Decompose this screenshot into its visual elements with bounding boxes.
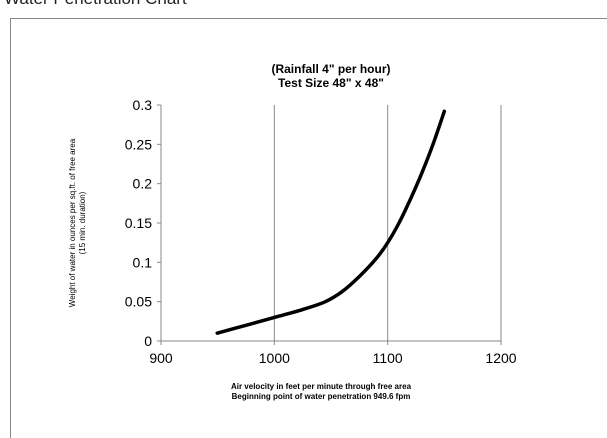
y-tick-label-3: 0.15 bbox=[125, 215, 152, 231]
x-axis-label-line-1: Air velocity in feet per minute through … bbox=[231, 382, 412, 391]
chart-frame: 0 0.05 0.1 0.15 0.2 0.25 0.3 900 1000 1100 1200 (Ra… bbox=[10, 18, 607, 438]
page-title: Water Penetration Chart bbox=[4, 0, 187, 9]
chart-title-line-1: (Rainfall 4" per hour) bbox=[271, 62, 390, 76]
text-layer: 0 0.05 0.1 0.15 0.2 0.25 0.3 900 1000 1100 1200 (Ra… bbox=[68, 62, 517, 401]
x-tick-label-1: 1000 bbox=[259, 350, 290, 366]
x-tick-label-2: 1100 bbox=[373, 350, 403, 366]
axes bbox=[157, 104, 502, 345]
x-tick-label-3: 1200 bbox=[485, 350, 516, 366]
water-penetration-chart: 0 0.05 0.1 0.15 0.2 0.25 0.3 900 1000 1100 1200 (Ra… bbox=[68, 62, 517, 401]
y-tick-label-6: 0.3 bbox=[133, 97, 153, 113]
grid-lines bbox=[273, 105, 502, 341]
series-line-0 bbox=[215, 109, 447, 335]
x-axis-label-line-2: Beginning point of water penetration 949… bbox=[232, 392, 411, 401]
y-tick-label-1: 0.05 bbox=[125, 294, 152, 310]
y-tick-label-2: 0.1 bbox=[133, 254, 153, 270]
y-tick-label-0: 0 bbox=[144, 333, 152, 349]
chart-title-line-2: Test Size 48" x 48" bbox=[278, 76, 384, 90]
x-tick-label-0: 900 bbox=[149, 350, 173, 366]
y-tick-label-4: 0.2 bbox=[133, 176, 153, 192]
series-layer bbox=[215, 109, 447, 335]
y-axis-label-line-2: (15 min. duration) bbox=[78, 191, 87, 254]
y-tick-label-5: 0.25 bbox=[125, 136, 152, 152]
y-axis-label-line-1: Weight of water in ounces per sq.ft. of … bbox=[68, 138, 77, 307]
